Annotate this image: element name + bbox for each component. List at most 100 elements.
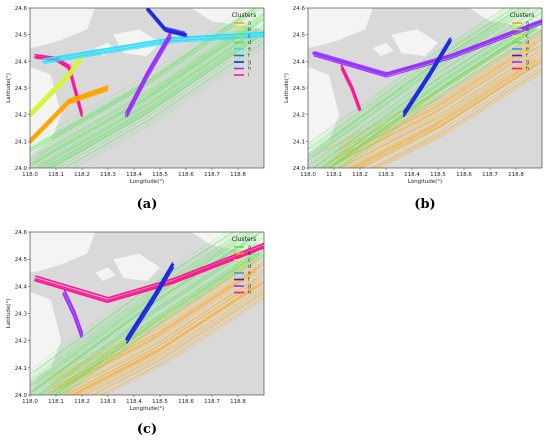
panel-label: (c) [137,422,157,437]
trajectory-line [35,28,258,168]
trajectory-line [65,261,264,378]
legend-entry: a [248,22,251,27]
series-h [340,64,362,112]
trajectory-line [30,232,233,374]
trajectory-line [83,289,260,395]
trajectory-line [52,252,259,395]
trajectory-line [314,8,531,157]
trajectory-line [326,47,535,168]
y-axis-label: Latitude(°) [284,73,290,103]
legend-entry: e [248,48,251,53]
trajectory-line [54,249,264,395]
trajectory-line [126,36,172,118]
legend-title: Clusters [510,12,534,19]
trajectory-line [339,29,542,168]
legend-entry: b [248,251,251,257]
trajectory-line [125,32,171,114]
trajectory-line [39,30,258,168]
trajectory-line [48,32,264,168]
trajectory-line [342,66,362,110]
trajectory-line [35,8,263,150]
trajectory-line [42,244,259,395]
trajectory-line [337,52,537,168]
trajectory-line [30,56,82,116]
trajectory-line [105,300,264,395]
x-tick-label: 118.5 [152,399,168,405]
trajectory-line [35,232,255,385]
y-tick-label: 24.6 [293,6,306,12]
trajectory-line [31,20,264,167]
legend-entry: g [248,61,251,66]
trajectory-line [60,275,264,395]
land-mass [30,291,62,382]
trajectory-line [403,39,452,115]
x-tick-label: 118.3 [100,399,116,405]
x-tick-label: 118.7 [204,399,220,405]
trajectory-line [30,19,260,165]
trajectory-line [70,281,264,395]
y-tick-label: 24.5 [15,33,28,39]
trajectory-line [362,65,536,168]
trajectory-line [86,289,264,395]
trajectory-line [43,36,264,65]
trajectory-line [65,282,256,395]
land-mass [94,267,117,282]
trajectory-line [36,25,264,168]
trajectory-line [33,245,263,301]
y-tick-label: 24.3 [15,86,28,92]
y-tick-label: 24.1 [15,366,27,372]
panel-label: (a) [137,197,158,212]
trajectory-line [46,31,263,168]
series-b [30,53,84,118]
trajectory-line [39,243,258,395]
trajectory-line [51,256,260,380]
trajectory-line [373,69,542,168]
trajectory-line [338,50,542,168]
land-mass [30,8,96,49]
trajectory-line [100,297,264,395]
legend-entry: f [526,53,528,59]
trajectory-line [35,232,252,384]
trajectory-line [317,21,534,168]
legend-entry: a [248,246,251,251]
trajectory-line [308,8,507,145]
trajectory-line [30,233,260,394]
trajectory-line [317,8,542,163]
trajectory-line [43,32,264,60]
trajectory-line [309,8,540,166]
trajectory-line [51,33,264,168]
trajectory-line [30,232,227,371]
x-tick-label: 118.7 [204,172,220,178]
trajectory-line [37,29,258,168]
x-tick-label: 118.5 [430,172,446,178]
trajectory-line [404,40,452,116]
trajectory-line [63,291,83,335]
trajectory-line [126,264,174,341]
trajectory-line [126,267,175,344]
x-tick-label: 118.0 [22,172,38,178]
trajectory-line [46,243,264,395]
trajectory-line [313,23,542,78]
trajectory-line [32,18,264,165]
trajectory-line [343,48,542,163]
trajectory-line [85,289,264,395]
trajectory-line [341,66,361,110]
trajectory-line [35,232,256,386]
trajectory-line [338,33,542,151]
trajectory-line [404,37,452,113]
trajectory-line [58,276,260,395]
trajectory-line [35,243,264,299]
legend-entry: h [248,66,251,72]
x-tick-label: 118.6 [178,172,194,178]
panel-c: 118.0 118.1 118.2 118.3 118.4 118.5 118.6 118.7… [6,230,265,437]
y-tick-label: 24.2 [15,339,27,345]
y-tick-label: 24.1 [15,139,27,145]
legend-entry: f [248,277,250,283]
y-tick-label: 24.1 [293,139,305,145]
y-tick-label: 24.4 [15,59,28,65]
y-tick-label: 24.5 [293,33,306,39]
trajectory-line [379,72,542,168]
land-mass [390,29,439,57]
